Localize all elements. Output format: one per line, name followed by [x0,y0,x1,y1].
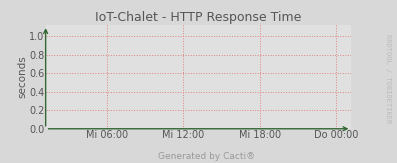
Text: RRDTOOL / TOBIOETIKER: RRDTOOL / TOBIOETIKER [385,34,391,123]
Y-axis label: seconds: seconds [17,56,27,98]
Text: Generated by Cacti®: Generated by Cacti® [158,152,255,161]
Title: IoT-Chalet - HTTP Response Time: IoT-Chalet - HTTP Response Time [95,11,302,24]
